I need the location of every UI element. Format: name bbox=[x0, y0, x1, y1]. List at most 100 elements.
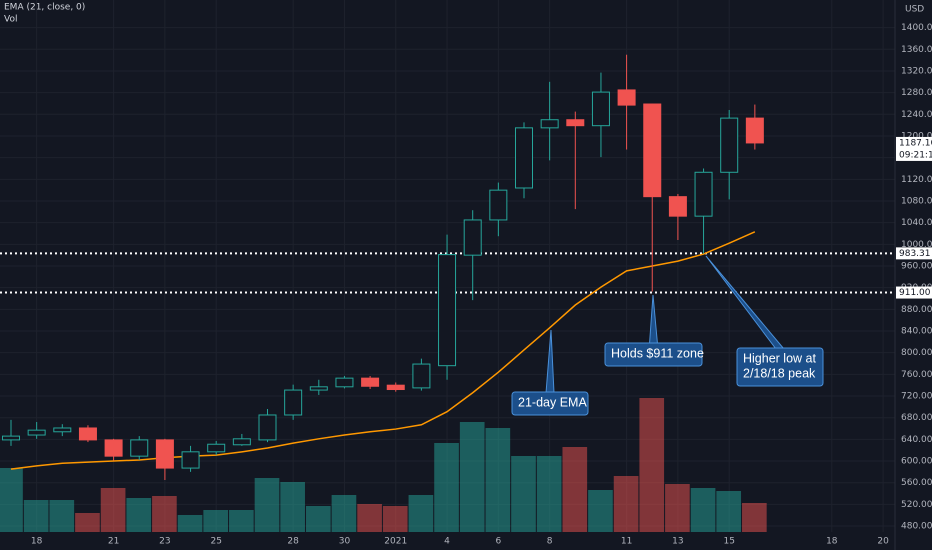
candle-body bbox=[207, 443, 226, 453]
y-tick-label: 1320.00 bbox=[901, 66, 932, 76]
y-tick-label: 640.00 bbox=[901, 435, 932, 445]
annotation-text: Higher low at bbox=[743, 351, 816, 365]
volume-bar bbox=[331, 495, 357, 532]
candle-body bbox=[284, 389, 303, 416]
x-tick-label: 23 bbox=[159, 537, 170, 547]
annotation: 21-day EMA bbox=[511, 329, 589, 416]
y-tick-label: 1200.00 bbox=[901, 131, 932, 141]
volume-bar bbox=[49, 500, 75, 532]
volume-bar bbox=[177, 515, 203, 532]
candle-body bbox=[617, 89, 636, 106]
y-tick-label: 600.00 bbox=[901, 457, 932, 467]
ema-legend: EMA (21, close, 0) bbox=[4, 3, 85, 13]
candle-body bbox=[720, 117, 739, 173]
volume-bar bbox=[742, 503, 767, 532]
volume-bar bbox=[0, 468, 23, 532]
volume-bar bbox=[152, 496, 177, 532]
annotation: Holds $911 zone bbox=[604, 294, 704, 367]
x-tick-label: 8 bbox=[547, 537, 553, 547]
volume-bar bbox=[562, 447, 588, 532]
candle-body bbox=[540, 119, 559, 129]
annotation-text: 21-day EMA bbox=[518, 395, 587, 409]
volume-bar bbox=[229, 510, 254, 532]
x-tick-label: 18 bbox=[826, 537, 838, 547]
y-tick-label: 720.00 bbox=[901, 392, 932, 402]
x-tick-label: 2021 bbox=[384, 537, 407, 547]
candle-body bbox=[412, 363, 431, 389]
countdown-label: 09:21:14 bbox=[899, 150, 932, 160]
candle-body bbox=[130, 439, 149, 457]
level-tag bbox=[896, 247, 932, 260]
volume-bar bbox=[459, 422, 485, 532]
y-tick-label: 1280.00 bbox=[901, 88, 932, 98]
volume-bar bbox=[408, 495, 434, 532]
volume-bar bbox=[305, 506, 331, 532]
y-tick-label: 840.00 bbox=[901, 327, 932, 337]
y-tick-label: 1040.00 bbox=[901, 218, 932, 228]
volume-bar bbox=[665, 484, 690, 532]
x-tick-label: 18 bbox=[31, 537, 43, 547]
volume-bar bbox=[203, 510, 229, 532]
candle-body bbox=[668, 196, 687, 217]
candle-body bbox=[566, 119, 585, 127]
candle-body bbox=[591, 91, 610, 127]
candle-body bbox=[181, 451, 200, 469]
x-tick-label: 30 bbox=[339, 537, 351, 547]
candle-body bbox=[489, 189, 508, 221]
volume-bar bbox=[100, 488, 126, 532]
candle-body bbox=[463, 219, 482, 256]
volume-bar bbox=[126, 498, 152, 532]
annotation-box bbox=[736, 347, 824, 387]
volume-bar bbox=[254, 478, 280, 532]
candle-body bbox=[386, 384, 405, 391]
volume-bar bbox=[613, 476, 639, 532]
y-tick-label: 1360.00 bbox=[901, 45, 932, 55]
y-tick-label: 1240.00 bbox=[901, 110, 932, 120]
x-tick-label: 21 bbox=[108, 537, 119, 547]
candle-body bbox=[745, 117, 764, 144]
candle-body bbox=[694, 171, 713, 217]
volume-bar bbox=[434, 443, 459, 532]
y-tick-label: 1120.00 bbox=[901, 175, 932, 185]
ema-line bbox=[10, 231, 756, 470]
annotation-text: Holds $911 zone bbox=[611, 346, 704, 360]
volume-bar bbox=[485, 428, 511, 532]
y-tick-label: 800.00 bbox=[901, 348, 932, 358]
y-tick-label: 520.00 bbox=[901, 500, 932, 510]
candle-body bbox=[515, 127, 533, 189]
volume-bar bbox=[280, 482, 305, 532]
x-tick-label: 6 bbox=[495, 537, 501, 547]
currency: USD bbox=[905, 5, 924, 15]
volume-bar bbox=[690, 488, 716, 532]
annotation-box bbox=[604, 342, 703, 367]
candle-body bbox=[27, 429, 46, 436]
annotation-text: 2/18/18 peak bbox=[743, 366, 816, 380]
volume-bar bbox=[382, 506, 408, 532]
annotation-box bbox=[511, 391, 589, 416]
y-tick-label: 880.00 bbox=[901, 305, 932, 315]
y-tick-label: 960.00 bbox=[901, 262, 932, 272]
volume-bar bbox=[536, 456, 562, 532]
volume-legend: Vol bbox=[4, 15, 17, 25]
volume-bar bbox=[23, 500, 49, 532]
x-tick-label: 13 bbox=[672, 537, 683, 547]
volume-bar bbox=[639, 398, 665, 532]
x-tick-label: 28 bbox=[287, 537, 299, 547]
x-tick-label: 15 bbox=[723, 537, 734, 547]
y-tick-label: 680.00 bbox=[901, 413, 932, 423]
y-tick-label: 560.00 bbox=[901, 478, 932, 488]
candle-body bbox=[361, 377, 380, 387]
y-tick-label: 1000.00 bbox=[901, 240, 932, 250]
volume-bar bbox=[357, 504, 382, 532]
volume-bar bbox=[588, 490, 613, 532]
last-price-label: 1187.16 bbox=[899, 138, 932, 148]
candle-body bbox=[335, 377, 354, 388]
y-tick-label: 1400.00 bbox=[901, 23, 932, 33]
y-tick-label: 1080.00 bbox=[901, 196, 932, 206]
y-tick-label: 760.00 bbox=[901, 370, 932, 380]
candle-body bbox=[104, 439, 123, 457]
x-tick-label: 11 bbox=[621, 537, 632, 547]
x-tick-label: 4 bbox=[444, 537, 450, 547]
candle-body bbox=[78, 427, 97, 441]
